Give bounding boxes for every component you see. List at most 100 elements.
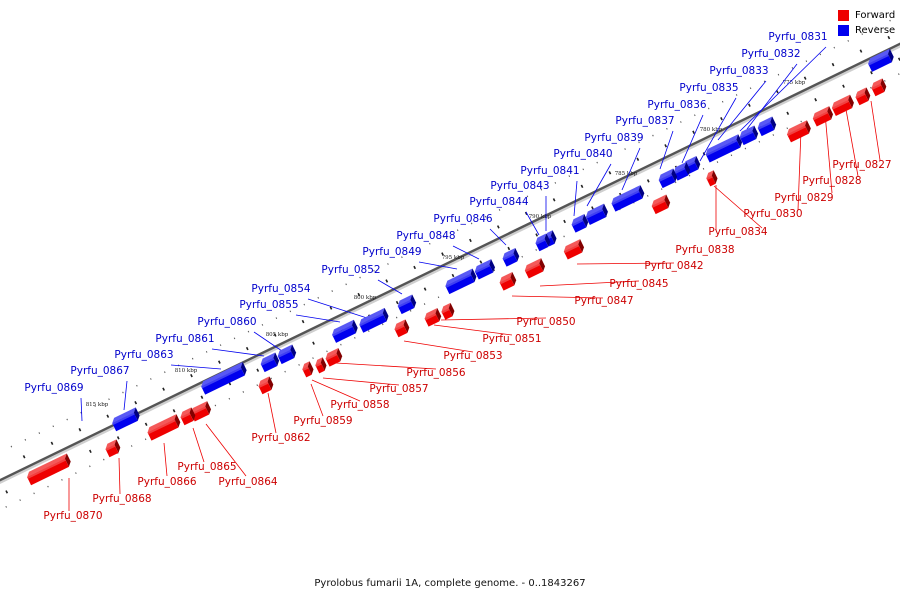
- gene-pyrfu-0842[interactable]: [650, 194, 672, 215]
- gene-label-pyrfu-0857[interactable]: Pyrfu_0857: [369, 383, 428, 395]
- gene-pyrfu-0835[interactable]: [704, 134, 744, 163]
- gene-label-pyrfu-0852[interactable]: Pyrfu_0852: [321, 264, 380, 276]
- gene-pyrfu-0831[interactable]: [866, 48, 895, 72]
- gene-label-pyrfu-0830[interactable]: Pyrfu_0830: [743, 208, 802, 220]
- gene-label-pyrfu-0854[interactable]: Pyrfu_0854: [251, 283, 311, 295]
- gene-label-pyrfu-0859[interactable]: Pyrfu_0859: [293, 415, 352, 427]
- gene-label-pyrfu-0840[interactable]: Pyrfu_0840: [553, 148, 612, 160]
- gene-highlight: [112, 412, 135, 425]
- gene-pyrfu-0838[interactable]: [705, 170, 720, 187]
- gene-label-pyrfu-0834[interactable]: Pyrfu_0834: [708, 226, 768, 238]
- gene-pyrfu-0865[interactable]: [179, 407, 197, 426]
- gene-label-pyrfu-0829[interactable]: Pyrfu_0829: [774, 192, 833, 204]
- gene-pyrfu-0853[interactable]: [423, 307, 443, 327]
- gene-label-pyrfu-0848[interactable]: Pyrfu_0848: [396, 230, 455, 242]
- gene-label-pyrfu-0841[interactable]: Pyrfu_0841: [520, 165, 579, 177]
- gene-pyrfu-0827[interactable]: [870, 78, 888, 97]
- gene-label-pyrfu-0845[interactable]: Pyrfu_0845: [609, 278, 668, 290]
- minor-tick: [674, 181, 677, 184]
- gene-label-pyrfu-0844[interactable]: Pyrfu_0844: [469, 196, 529, 208]
- gene-pyrfu-0845[interactable]: [562, 239, 586, 260]
- gene-pyrfu-0868[interactable]: [104, 439, 122, 458]
- gene-label-pyrfu-0846[interactable]: Pyrfu_0846: [433, 213, 493, 225]
- gene-label-pyrfu-0866[interactable]: Pyrfu_0866: [137, 476, 197, 488]
- gene-label-pyrfu-0869[interactable]: Pyrfu_0869: [24, 382, 83, 394]
- gene-pyrfu-0833[interactable]: [738, 125, 760, 146]
- gene-pyrfu-0852[interactable]: [444, 268, 478, 295]
- gene-pyrfu-0834[interactable]: [785, 120, 812, 143]
- gene-pyrfu-0870[interactable]: [25, 453, 72, 486]
- gene-label-pyrfu-0860[interactable]: Pyrfu_0860: [197, 316, 256, 328]
- minor-tick: [777, 73, 780, 76]
- gene-pyrfu-0849[interactable]: [473, 259, 497, 280]
- gene-pyrfu-0841[interactable]: [584, 203, 609, 225]
- leader-pyrfu-0839: [621, 147, 641, 191]
- gene-pyrfu-0869[interactable]: [110, 407, 141, 432]
- gene-pyrfu-0832[interactable]: [756, 116, 778, 137]
- gene-highlight: [651, 199, 666, 208]
- gene-pyrfu-0830[interactable]: [811, 106, 835, 127]
- gene-pyrfu-0855[interactable]: [358, 307, 391, 333]
- gene-pyrfu-0828[interactable]: [854, 87, 872, 106]
- gene-label-pyrfu-0831[interactable]: Pyrfu_0831: [768, 31, 827, 43]
- gene-pyrfu-0860[interactable]: [330, 319, 359, 343]
- gene-label-pyrfu-0843[interactable]: Pyrfu_0843: [490, 180, 549, 192]
- gene-label-pyrfu-0849[interactable]: Pyrfu_0849: [362, 246, 421, 258]
- gene-pyrfu-0859[interactable]: [301, 361, 316, 378]
- gene-label-pyrfu-0838[interactable]: Pyrfu_0838: [675, 244, 734, 256]
- gene-bevel-top: [27, 453, 67, 478]
- gene-pyrfu-0864[interactable]: [189, 401, 213, 422]
- gene-label-pyrfu-0864[interactable]: Pyrfu_0864: [218, 476, 278, 488]
- gene-pyrfu-0840[interactable]: [610, 185, 646, 212]
- gene-highlight: [105, 444, 116, 451]
- gene-label-pyrfu-0861[interactable]: Pyrfu_0861: [155, 333, 214, 345]
- gene-label-pyrfu-0851[interactable]: Pyrfu_0851: [482, 333, 541, 345]
- gene-bevel-side: [273, 352, 280, 366]
- gene-label-pyrfu-0870[interactable]: Pyrfu_0870: [43, 510, 102, 522]
- minor-tick: [415, 249, 417, 252]
- gene-highlight: [855, 92, 866, 99]
- gene-pyrfu-0867[interactable]: [199, 362, 248, 395]
- gene-label-pyrfu-0827[interactable]: Pyrfu_0827: [832, 159, 891, 171]
- gene-pyrfu-0851[interactable]: [440, 302, 456, 320]
- gene-label-pyrfu-0833[interactable]: Pyrfu_0833: [709, 65, 768, 77]
- gene-highlight: [359, 313, 384, 327]
- minor-tick: [423, 303, 426, 305]
- gene-pyrfu-0837[interactable]: [672, 161, 692, 181]
- gene-pyrfu-0848[interactable]: [501, 247, 521, 267]
- gene-label-pyrfu-0828[interactable]: Pyrfu_0828: [802, 175, 861, 187]
- gene-pyrfu-0843[interactable]: [570, 213, 590, 233]
- leader-pyrfu-0842: [576, 262, 675, 265]
- gene-pyrfu-0862[interactable]: [257, 376, 275, 395]
- gene-label-pyrfu-0868[interactable]: Pyrfu_0868: [92, 493, 151, 505]
- gene-label-pyrfu-0847[interactable]: Pyrfu_0847: [574, 295, 633, 307]
- gene-label-pyrfu-0850[interactable]: Pyrfu_0850: [516, 316, 575, 328]
- gene-label-pyrfu-0839[interactable]: Pyrfu_0839: [584, 132, 643, 144]
- gene-pyrfu-0863[interactable]: [259, 352, 281, 373]
- gene-pyrfu-0854[interactable]: [396, 294, 418, 315]
- gene-pyrfu-0858[interactable]: [314, 357, 329, 374]
- gene-pyrfu-0866[interactable]: [146, 414, 182, 441]
- gene-label-pyrfu-0862[interactable]: Pyrfu_0862: [251, 432, 310, 444]
- gene-label-pyrfu-0832[interactable]: Pyrfu_0832: [741, 48, 800, 60]
- gene-label-pyrfu-0855[interactable]: Pyrfu_0855: [239, 299, 298, 311]
- gene-label-pyrfu-0853[interactable]: Pyrfu_0853: [443, 350, 502, 362]
- gene-label-pyrfu-0858[interactable]: Pyrfu_0858: [330, 399, 389, 411]
- gene-label-pyrfu-0867[interactable]: Pyrfu_0867: [70, 365, 129, 377]
- gene-pyrfu-0847[interactable]: [523, 258, 547, 279]
- gene-label-pyrfu-0863[interactable]: Pyrfu_0863: [114, 349, 173, 361]
- gene-pyrfu-0846[interactable]: [534, 233, 552, 252]
- gene-pyrfu-0861[interactable]: [276, 344, 298, 365]
- gene-label-pyrfu-0856[interactable]: Pyrfu_0856: [406, 367, 466, 379]
- gene-pyrfu-0850[interactable]: [498, 271, 518, 291]
- gene-label-pyrfu-0835[interactable]: Pyrfu_0835: [679, 82, 738, 94]
- gene-label-pyrfu-0865[interactable]: Pyrfu_0865: [177, 461, 236, 473]
- gene-label-pyrfu-0836[interactable]: Pyrfu_0836: [647, 99, 707, 111]
- gene-label-pyrfu-0837[interactable]: Pyrfu_0837: [615, 115, 674, 127]
- gene-pyrfu-0839[interactable]: [657, 168, 679, 189]
- gene-pyrfu-0829[interactable]: [830, 94, 855, 116]
- gene-pyrfu-0857[interactable]: [324, 347, 344, 367]
- gene-pyrfu-0856[interactable]: [393, 319, 411, 338]
- gene-label-pyrfu-0842[interactable]: Pyrfu_0842: [644, 260, 703, 272]
